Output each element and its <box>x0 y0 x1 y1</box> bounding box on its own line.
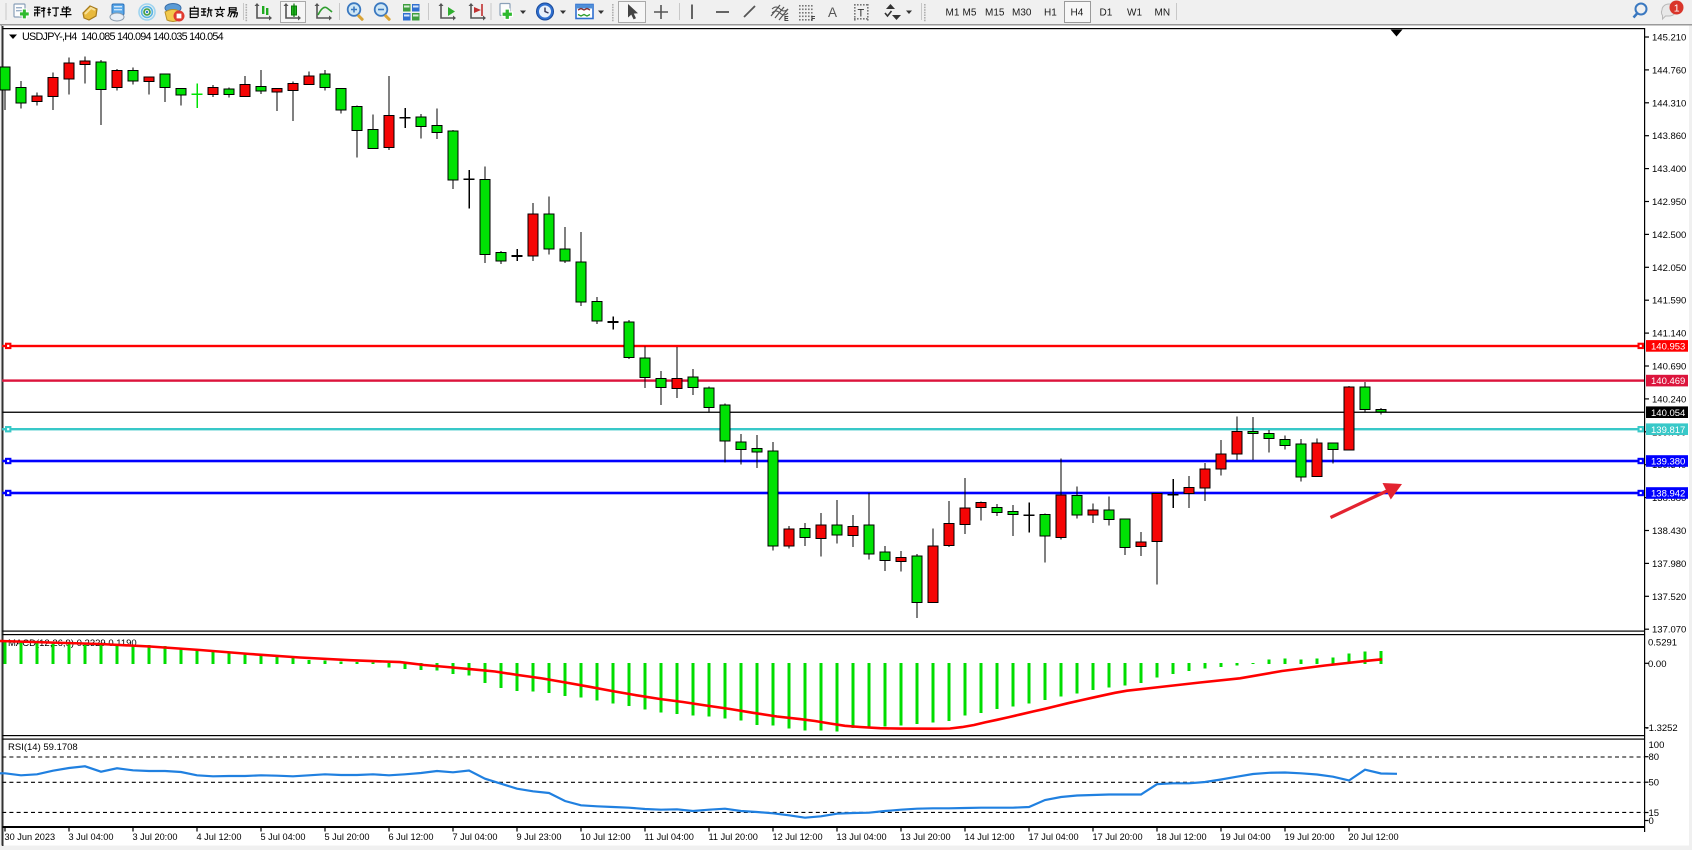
svg-text:13 Jul 04:00: 13 Jul 04:00 <box>837 832 887 842</box>
svg-text:USDJPY-,H4 140.085 140.094 14: USDJPY-,H4 140.085 140.094 140.035 140.0… <box>22 31 224 43</box>
svg-text:T: T <box>858 8 865 20</box>
svg-text:139.817: 139.817 <box>1651 425 1685 436</box>
svg-text:13 Jul 20:00: 13 Jul 20:00 <box>901 832 951 842</box>
svg-text:4 Jul 12:00: 4 Jul 12:00 <box>197 832 242 842</box>
svg-text:50: 50 <box>1649 778 1660 789</box>
svg-text:D1: D1 <box>1100 8 1113 19</box>
svg-text:3 Jul 04:00: 3 Jul 04:00 <box>69 832 114 842</box>
svg-text:100: 100 <box>1649 740 1665 751</box>
svg-text:142.950: 142.950 <box>1652 197 1686 208</box>
svg-text:M30: M30 <box>1012 8 1032 19</box>
svg-text:3 Jul 20:00: 3 Jul 20:00 <box>133 832 178 842</box>
svg-text:M15: M15 <box>985 8 1005 19</box>
svg-text:5 Jul 20:00: 5 Jul 20:00 <box>325 832 370 842</box>
svg-text:11 Jul 20:00: 11 Jul 20:00 <box>709 832 758 842</box>
svg-text:F: F <box>811 16 816 23</box>
svg-text:143.860: 143.860 <box>1652 131 1686 142</box>
svg-text:140.953: 140.953 <box>1651 342 1685 353</box>
svg-text:M1: M1 <box>946 8 960 19</box>
svg-text:140.240: 140.240 <box>1652 394 1686 405</box>
svg-text:140.469: 140.469 <box>1651 376 1685 387</box>
svg-text:19 Jul 20:00: 19 Jul 20:00 <box>1285 832 1335 842</box>
svg-text:14 Jul 12:00: 14 Jul 12:00 <box>965 832 1015 842</box>
svg-text:18 Jul 12:00: 18 Jul 12:00 <box>1157 832 1207 842</box>
svg-text:A: A <box>828 5 837 20</box>
svg-text:H1: H1 <box>1044 8 1057 19</box>
svg-text:15: 15 <box>1649 808 1660 819</box>
svg-text:140.690: 140.690 <box>1652 362 1686 373</box>
svg-text:142.050: 142.050 <box>1652 263 1686 274</box>
svg-text:M5: M5 <box>963 8 977 19</box>
svg-text:10 Jul 12:00: 10 Jul 12:00 <box>581 832 631 842</box>
svg-text:19 Jul 04:00: 19 Jul 04:00 <box>1221 832 1271 842</box>
svg-text:0.00: 0.00 <box>1648 659 1667 670</box>
svg-text:142.500: 142.500 <box>1652 230 1686 241</box>
svg-text:6 Jul 12:00: 6 Jul 12:00 <box>389 832 434 842</box>
svg-text:RSI(14) 59.1708: RSI(14) 59.1708 <box>8 742 78 753</box>
svg-text:138.942: 138.942 <box>1651 489 1685 500</box>
svg-text:143.400: 143.400 <box>1652 164 1686 175</box>
svg-text:MN: MN <box>1155 8 1171 19</box>
svg-text:11 Jul 04:00: 11 Jul 04:00 <box>645 832 694 842</box>
svg-text:0: 0 <box>1649 816 1654 827</box>
svg-text:W1: W1 <box>1127 8 1142 19</box>
svg-text:9 Jul 23:00: 9 Jul 23:00 <box>517 832 562 842</box>
svg-text:137.070: 137.070 <box>1652 625 1686 636</box>
svg-text:140.054: 140.054 <box>1651 408 1685 419</box>
svg-text:0.5291: 0.5291 <box>1648 638 1677 649</box>
svg-text:E: E <box>784 16 789 23</box>
svg-text:7 Jul 04:00: 7 Jul 04:00 <box>453 832 498 842</box>
svg-text:H4: H4 <box>1071 8 1084 19</box>
svg-text:30 Jun 2023: 30 Jun 2023 <box>5 832 56 842</box>
svg-text:144.760: 144.760 <box>1652 65 1686 76</box>
svg-text:139.380: 139.380 <box>1651 457 1685 468</box>
svg-text:137.520: 137.520 <box>1652 592 1686 603</box>
svg-text:-1.3252: -1.3252 <box>1646 723 1678 734</box>
svg-text:1: 1 <box>1674 2 1680 14</box>
svg-text:141.590: 141.590 <box>1652 296 1686 307</box>
svg-text:17 Jul 04:00: 17 Jul 04:00 <box>1029 832 1079 842</box>
svg-text:17 Jul 20:00: 17 Jul 20:00 <box>1093 832 1143 842</box>
svg-text:138.430: 138.430 <box>1652 526 1686 537</box>
svg-text:137.980: 137.980 <box>1652 559 1686 570</box>
svg-text:80: 80 <box>1649 752 1660 763</box>
svg-text:20 Jul 12:00: 20 Jul 12:00 <box>1349 832 1399 842</box>
svg-text:141.140: 141.140 <box>1652 329 1686 340</box>
svg-text:5 Jul 04:00: 5 Jul 04:00 <box>261 832 306 842</box>
svg-text:145.210: 145.210 <box>1652 33 1686 44</box>
svg-text:12 Jul 12:00: 12 Jul 12:00 <box>773 832 823 842</box>
svg-text:144.310: 144.310 <box>1652 98 1686 109</box>
